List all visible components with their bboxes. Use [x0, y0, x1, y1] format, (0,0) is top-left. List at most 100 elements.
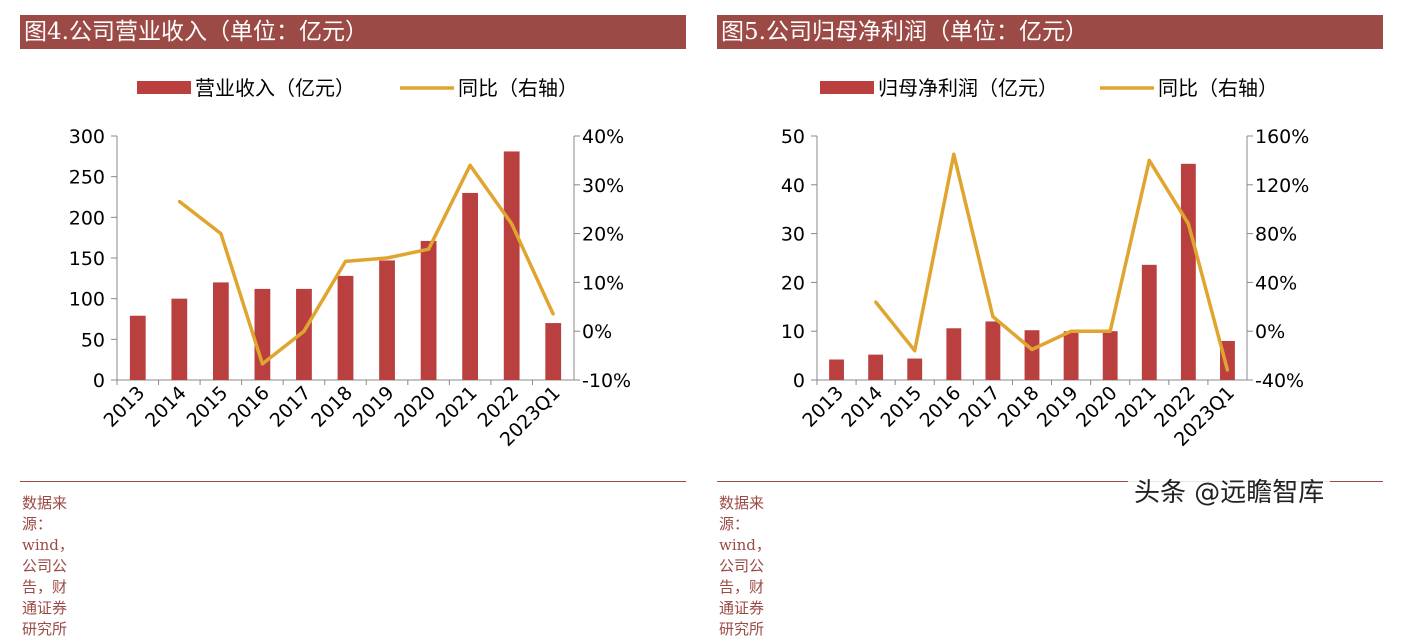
divider: [20, 481, 686, 482]
line-point: [551, 312, 555, 316]
y-tick-label-left: 30: [781, 224, 805, 246]
line-point: [427, 247, 431, 251]
divider: [717, 481, 1383, 482]
y-tick-label-left: 0: [93, 370, 105, 392]
legend-line-label: 同比（右轴）: [458, 76, 578, 100]
x-tick-label: 2016: [916, 382, 966, 432]
line-point: [302, 329, 306, 333]
y-tick-label-left: 50: [781, 126, 805, 148]
x-tick-label: 2020: [390, 382, 440, 432]
line-point: [1225, 368, 1229, 372]
line-point: [1186, 222, 1190, 226]
bar: [129, 315, 146, 380]
legend-bar-swatch: [820, 81, 874, 94]
legend-line-label: 同比（右轴）: [1158, 76, 1278, 100]
source-note: 数据来源：wind，公司公告，财通证券研究所: [22, 494, 74, 638]
y-tick-label-left: 20: [781, 272, 805, 294]
y-tick-label-right: 40%: [1255, 272, 1297, 294]
x-tick-label: 2017: [266, 382, 316, 432]
x-tick-label: 2021: [432, 382, 482, 432]
y-tick-label-left: 100: [69, 289, 105, 311]
bar: [1024, 330, 1040, 380]
bar: [1141, 264, 1157, 380]
bar: [462, 192, 479, 380]
x-tick-label: 2013: [798, 382, 848, 432]
line-point: [385, 256, 389, 260]
chart-title: 图5.公司归母净利润（单位：亿元）: [717, 15, 1383, 49]
chart-revenue: 营业收入（亿元） 同比（右轴） 0 50 100 150 200 250 300 -10% 0% 10…: [69, 76, 631, 451]
x-tick-label: 2015: [183, 382, 233, 432]
bar: [1180, 163, 1196, 380]
bar: [868, 354, 884, 380]
bar: [503, 151, 520, 380]
y-tick-label-right: 120%: [1255, 175, 1309, 197]
y-tick-label-right: 20%: [582, 224, 624, 246]
line-point: [913, 349, 917, 353]
line-point: [219, 232, 223, 236]
y-tick-label-right: -40%: [1255, 370, 1304, 392]
chart-title: 图4.公司营业收入（单位：亿元）: [20, 15, 686, 49]
line-point: [1108, 329, 1112, 333]
bar: [829, 359, 844, 380]
y-tick-label-right: 0%: [1255, 321, 1285, 343]
bar: [545, 323, 562, 380]
x-tick-label: 2013: [100, 382, 150, 432]
y-tick-label-right: 0%: [582, 321, 612, 343]
y-tick-label-left: 50: [81, 329, 105, 351]
line-point: [1069, 329, 1073, 333]
y-tick-label-right: 30%: [582, 175, 624, 197]
bar: [907, 358, 923, 380]
bar: [337, 275, 354, 380]
legend-bar-label: 归母净利润（亿元）: [878, 76, 1058, 100]
x-tick-label: 2017: [955, 382, 1005, 432]
bar: [296, 288, 312, 380]
bar: [212, 282, 229, 380]
y-tick-label-right: 160%: [1255, 126, 1309, 148]
legend-bar-swatch: [137, 81, 191, 94]
x-tick-label: 2019: [349, 382, 399, 432]
y-tick-label-right: 40%: [582, 126, 624, 148]
x-tick-label: 2015: [877, 382, 927, 432]
y-tick-label-left: 250: [69, 167, 105, 189]
y-tick-label-left: 40: [781, 175, 805, 197]
y-tick-label-left: 10: [781, 321, 805, 343]
line-point: [1030, 348, 1034, 351]
x-tick-label: 2021: [1111, 382, 1161, 432]
bar: [985, 321, 1001, 380]
x-tick-label: 2019: [1033, 382, 1083, 432]
bar: [420, 240, 437, 380]
watermark: 头条 @远瞻智库: [1128, 470, 1331, 511]
line-point: [952, 152, 956, 156]
x-tick-label: 2014: [141, 382, 191, 432]
bar: [1102, 331, 1118, 380]
line-point: [874, 300, 878, 304]
bar: [1063, 331, 1079, 380]
source-note: 数据来源：wind，公司公告，财通证券研究所: [719, 494, 771, 638]
line-point: [344, 259, 347, 263]
line-point: [510, 222, 514, 226]
growth-line: [874, 152, 1230, 371]
x-tick-label: 2020: [1072, 382, 1122, 432]
x-tick-label: 2018: [994, 382, 1044, 432]
y-tick-label-right: -10%: [582, 370, 631, 392]
line-point: [991, 315, 995, 319]
x-tick-label: 2016: [224, 382, 274, 432]
line-point: [260, 362, 264, 366]
x-tick-label: 2014: [837, 382, 887, 432]
y-tick-label-left: 0: [793, 370, 805, 392]
legend-bar-label: 营业收入（亿元）: [195, 76, 355, 100]
bar: [254, 288, 271, 380]
y-tick-label-left: 150: [69, 248, 105, 270]
growth-line: [178, 163, 555, 366]
line-point: [177, 199, 181, 203]
chart-net-profit: 归母净利润（亿元） 同比（右轴） 0 10 20 30 40 50 -40% 0% 40% 80% 12…: [781, 76, 1310, 451]
bar: [171, 298, 188, 380]
y-tick-label-left: 200: [69, 207, 105, 229]
y-tick-label-left: 300: [69, 126, 105, 148]
y-tick-label-right: 10%: [582, 272, 624, 294]
bar: [379, 260, 395, 380]
line-point: [468, 163, 472, 167]
line-point: [1147, 158, 1151, 162]
y-tick-label-right: 80%: [1255, 224, 1297, 246]
bar: [946, 328, 962, 380]
